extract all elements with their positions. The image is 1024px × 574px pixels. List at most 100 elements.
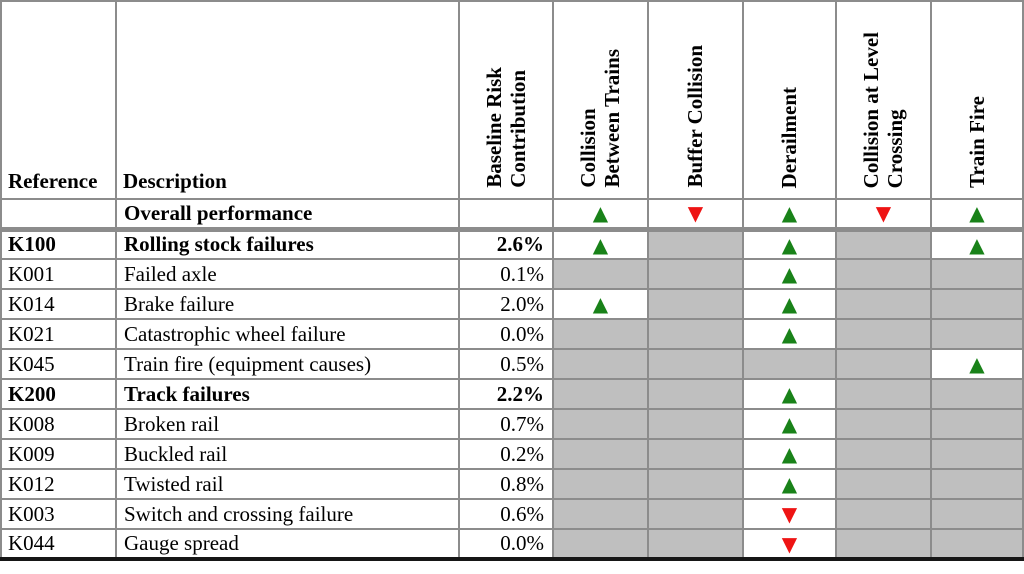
indicator-cell-derailment: ▲: [742, 258, 837, 290]
risk-matrix-table: Reference Description Baseline Risk Cont…: [0, 0, 1024, 561]
indicator-cell-collision-at-level-crossing: [835, 378, 932, 410]
indicator-cell-derailment: ▲: [742, 198, 837, 230]
indicator-cell-train-fire: [930, 468, 1024, 500]
table-row-k100: K100 Rolling stock failures 2.6% ▲ ▲ ▲: [0, 226, 1024, 260]
indicator-cell-train-fire: [930, 528, 1024, 560]
col-header-derailment: Derailment: [742, 0, 837, 200]
indicator-cell-derailment: ▲: [742, 226, 837, 260]
indicator-cell-collision-at-level-crossing: [835, 288, 932, 320]
indicator-cell-collision-between-trains: [552, 528, 649, 560]
baseline-risk-cell: 0.8%: [458, 468, 554, 500]
indicator-cell-collision-at-level-crossing: [835, 258, 932, 290]
description-cell: Twisted rail: [115, 468, 460, 500]
baseline-risk-cell: 0.6%: [458, 498, 554, 530]
description-cell: Buckled rail: [115, 438, 460, 470]
rotated-header-label: Collision at Level Crossing: [859, 31, 908, 188]
indicator-cell-buffer-collision: [647, 378, 744, 410]
col-header-buffer-collision: Buffer Collision: [647, 0, 744, 200]
indicator-cell-derailment: ▼: [742, 528, 837, 560]
indicator-cell-buffer-collision: [647, 498, 744, 530]
table-row-k001: K001 Failed axle 0.1% ▲: [0, 258, 1024, 290]
col-header-collision-between-trains: Collision Between Trains: [552, 0, 649, 200]
baseline-risk-cell: 0.0%: [458, 318, 554, 350]
table-row-k014: K014 Brake failure 2.0% ▲ ▲: [0, 288, 1024, 320]
indicator-cell-buffer-collision: [647, 528, 744, 560]
indicator-cell-train-fire: ▲: [930, 226, 1024, 260]
description-cell: Gauge spread: [115, 528, 460, 560]
reference-cell: K044: [0, 528, 117, 560]
table-row-overall-performance: Overall performance ▲ ▼ ▲ ▼ ▲: [0, 198, 1024, 230]
indicator-cell-buffer-collision: [647, 318, 744, 350]
table-row-k021: K021 Catastrophic wheel failure 0.0% ▲: [0, 318, 1024, 350]
indicator-cell-collision-between-trains: [552, 438, 649, 470]
indicator-cell-collision-between-trains: [552, 498, 649, 530]
description-cell: Failed axle: [115, 258, 460, 290]
description-cell: Train fire (equipment causes): [115, 348, 460, 380]
reference-cell: K014: [0, 288, 117, 320]
description-cell: Catastrophic wheel failure: [115, 318, 460, 350]
table-row-k200: K200 Track failures 2.2% ▲: [0, 378, 1024, 410]
table-row-k045: K045 Train fire (equipment causes) 0.5% …: [0, 348, 1024, 380]
indicator-cell-buffer-collision: [647, 226, 744, 260]
indicator-cell-derailment: ▲: [742, 288, 837, 320]
indicator-cell-derailment: [742, 348, 837, 380]
indicator-cell-collision-at-level-crossing: ▼: [835, 198, 932, 230]
indicator-cell-collision-at-level-crossing: [835, 438, 932, 470]
reference-cell: K045: [0, 348, 117, 380]
reference-cell: K100: [0, 226, 117, 260]
indicator-cell-collision-at-level-crossing: [835, 528, 932, 560]
indicator-cell-buffer-collision: [647, 258, 744, 290]
reference-cell: K021: [0, 318, 117, 350]
baseline-risk-cell: 0.1%: [458, 258, 554, 290]
description-cell: Rolling stock failures: [115, 226, 460, 260]
reference-cell: K012: [0, 468, 117, 500]
indicator-cell-collision-at-level-crossing: [835, 498, 932, 530]
indicator-cell-collision-at-level-crossing: [835, 348, 932, 380]
indicator-cell-train-fire: [930, 258, 1024, 290]
baseline-risk-cell: 0.7%: [458, 408, 554, 440]
indicator-cell-collision-between-trains: [552, 348, 649, 380]
indicator-cell-collision-at-level-crossing: [835, 318, 932, 350]
indicator-cell-buffer-collision: [647, 348, 744, 380]
reference-cell: K003: [0, 498, 117, 530]
indicator-cell-derailment: ▲: [742, 468, 837, 500]
indicator-cell-train-fire: [930, 408, 1024, 440]
indicator-cell-derailment: ▼: [742, 498, 837, 530]
indicator-cell-train-fire: [930, 498, 1024, 530]
description-cell: Overall performance: [115, 198, 460, 230]
table-row-k012: K012 Twisted rail 0.8% ▲: [0, 468, 1024, 500]
rotated-header-label: Baseline Risk Contribution: [481, 67, 530, 188]
indicator-cell-buffer-collision: [647, 468, 744, 500]
indicator-cell-collision-between-trains: [552, 258, 649, 290]
indicator-cell-train-fire: [930, 318, 1024, 350]
rotated-header-label: Buffer Collision: [683, 45, 708, 188]
indicator-cell-train-fire: [930, 438, 1024, 470]
reference-cell: K009: [0, 438, 117, 470]
indicator-cell-train-fire: ▲: [930, 198, 1024, 230]
col-header-reference: Reference: [0, 0, 117, 200]
reference-cell: [0, 198, 117, 230]
indicator-cell-train-fire: [930, 288, 1024, 320]
description-cell: Brake failure: [115, 288, 460, 320]
indicator-cell-train-fire: ▲: [930, 348, 1024, 380]
baseline-risk-cell: [458, 198, 554, 230]
indicator-cell-derailment: ▲: [742, 378, 837, 410]
indicator-cell-train-fire: [930, 378, 1024, 410]
baseline-risk-cell: 0.2%: [458, 438, 554, 470]
baseline-risk-cell: 2.6%: [458, 226, 554, 260]
indicator-cell-collision-at-level-crossing: [835, 226, 932, 260]
indicator-cell-buffer-collision: [647, 288, 744, 320]
reference-cell: K200: [0, 378, 117, 410]
indicator-cell-collision-between-trains: [552, 318, 649, 350]
table-row-k003: K003 Switch and crossing failure 0.6% ▼: [0, 498, 1024, 530]
description-cell: Switch and crossing failure: [115, 498, 460, 530]
indicator-cell-collision-between-trains: ▲: [552, 288, 649, 320]
description-cell: Broken rail: [115, 408, 460, 440]
indicator-cell-buffer-collision: ▼: [647, 198, 744, 230]
indicator-cell-derailment: ▲: [742, 438, 837, 470]
indicator-cell-buffer-collision: [647, 408, 744, 440]
indicator-cell-collision-at-level-crossing: [835, 408, 932, 440]
col-header-baseline-risk-contribution: Baseline Risk Contribution: [458, 0, 554, 200]
baseline-risk-cell: 2.2%: [458, 378, 554, 410]
